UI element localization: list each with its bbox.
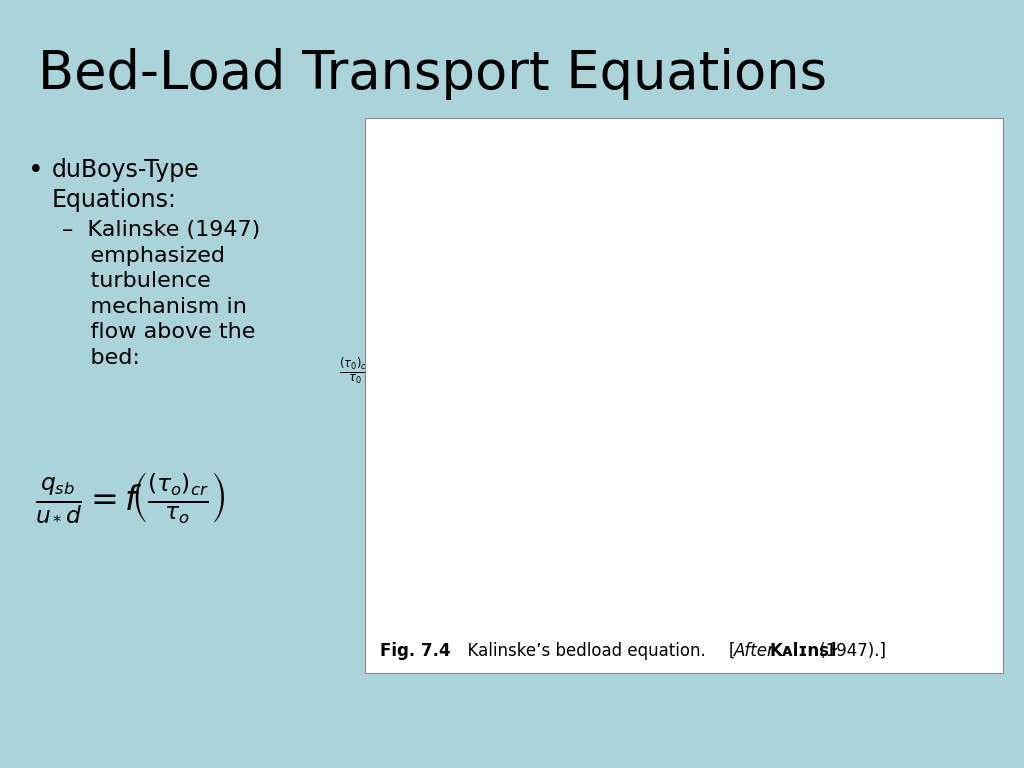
Text: Kᴀlɪnsɫ: Kᴀlɪnsɫ	[769, 642, 839, 660]
Text: Kalinske’s bedload equation.: Kalinske’s bedload equation.	[457, 642, 722, 660]
Text: –  Kalinske (1947)
    emphasized
    turbulence
    mechanism in
    flow above: – Kalinske (1947) emphasized turbulence …	[62, 220, 260, 368]
Text: •: •	[28, 158, 44, 184]
Text: duBoys-Type
Equations:: duBoys-Type Equations:	[52, 158, 200, 212]
Text: [: [	[728, 642, 735, 660]
Text: Casey, Berlin Laboratory: Casey, Berlin Laboratory	[674, 270, 792, 278]
Text: U.S.W.E.S., Vicksburg Laboratory: U.S.W.E.S., Vicksburg Laboratory	[674, 244, 829, 253]
Text: Einstein, Mountain Creek: Einstein, Mountain Creek	[674, 219, 793, 227]
Text: Bed-Load Transport Equations: Bed-Load Transport Equations	[38, 48, 827, 100]
Text: $\frac{q_{sb}}{u_*d} = f\!\left(\frac{(\tau_o)_{cr}}{\tau_o}\right)$: $\frac{q_{sb}}{u_*d} = f\!\left(\frac{(\…	[35, 470, 226, 522]
Text: Source of Data: Source of Data	[653, 147, 741, 157]
Text: $\frac{q_s}{u_* d}$: $\frac{q_s}{u_* d}$	[690, 647, 716, 674]
Text: After: After	[733, 642, 779, 660]
Text: Liu, Iowa Hydraulic Laboratory: Liu, Iowa Hydraulic Laboratory	[674, 168, 819, 177]
Text: $\frac{(\tau_0)_{cr}}{\tau_0}$: $\frac{(\tau_0)_{cr}}{\tau_0}$	[339, 356, 371, 386]
Text: Einstein, West Goose River: Einstein, West Goose River	[674, 194, 802, 202]
Text: (1947).]: (1947).]	[813, 642, 886, 660]
Text: Meyer - Peter , Zurich Laboratory: Meyer - Peter , Zurich Laboratory	[674, 295, 833, 303]
Text: Gilbert, Calif. Laboratory: Gilbert, Calif. Laboratory	[674, 320, 791, 329]
Text: Fig. 7.4: Fig. 7.4	[380, 642, 451, 660]
